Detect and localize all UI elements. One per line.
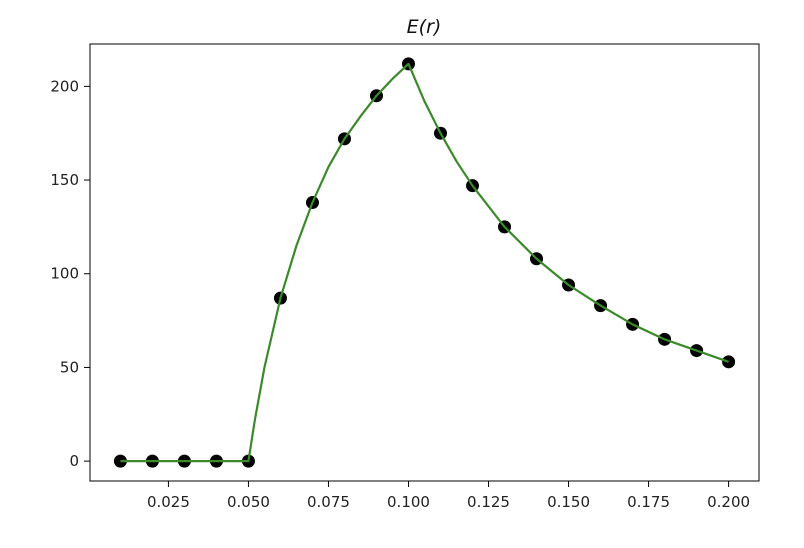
- x-tick-label: 0.075: [307, 493, 350, 511]
- y-tick-label: 150: [50, 171, 79, 189]
- x-tick-label: 0.175: [627, 493, 670, 511]
- y-axis: 0 50 100 150 200: [50, 77, 90, 470]
- chart-title: E(r): [407, 16, 442, 38]
- y-tick-label: 100: [50, 265, 79, 283]
- y-tick-label: 0: [69, 452, 79, 470]
- x-tick-label: 0.200: [707, 493, 750, 511]
- y-tick-label: 200: [50, 77, 79, 95]
- fit-line: [120, 62, 729, 463]
- data-point: [113, 454, 127, 468]
- x-tick-label: 0.025: [147, 493, 190, 511]
- x-tick-label: 0.050: [227, 493, 270, 511]
- x-tick-label: 0.150: [547, 493, 590, 511]
- y-tick-label: 50: [60, 358, 79, 376]
- x-tick-label: 0.100: [387, 493, 430, 511]
- series-layer: [113, 57, 736, 468]
- plot-area-frame: [89, 43, 760, 482]
- x-axis: 0.025 0.050 0.075 0.100 0.125 0.150 0.175 0.200: [147, 481, 750, 511]
- data-point: [722, 355, 736, 369]
- x-tick-label: 0.125: [467, 493, 510, 511]
